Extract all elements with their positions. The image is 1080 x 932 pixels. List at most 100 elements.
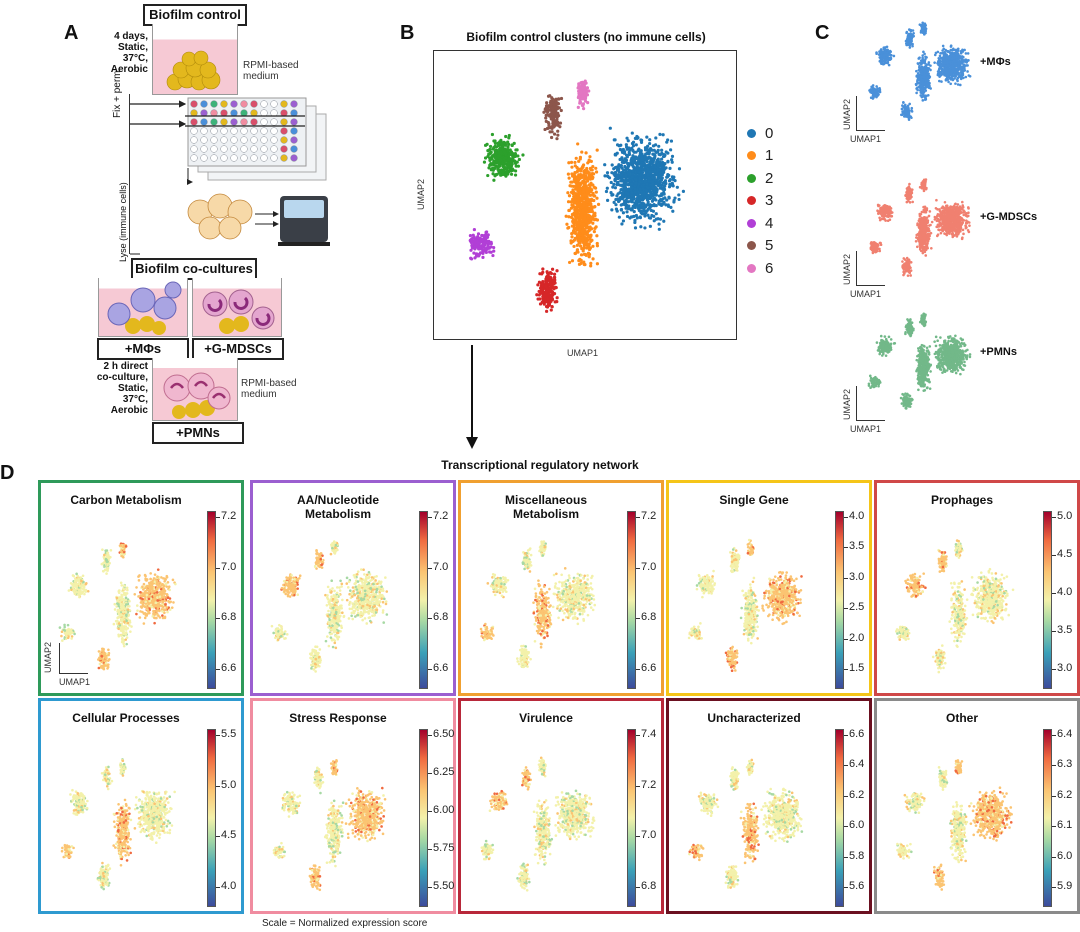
condition-point bbox=[921, 21, 924, 25]
cluster-point bbox=[571, 188, 575, 192]
cluster-point bbox=[595, 196, 599, 200]
medium-top: RPMI-based medium bbox=[243, 60, 299, 82]
condition-point bbox=[956, 67, 959, 71]
cluster-point bbox=[559, 108, 563, 113]
cluster-point bbox=[628, 162, 632, 166]
cluster-point bbox=[664, 203, 668, 207]
condition-point bbox=[956, 49, 960, 52]
condition-point bbox=[964, 212, 968, 216]
condition-point bbox=[878, 90, 882, 94]
cluster-point bbox=[596, 202, 601, 207]
condition-point bbox=[966, 206, 970, 209]
cluster-point bbox=[541, 267, 545, 271]
cluster-point bbox=[546, 126, 550, 130]
cluster-point bbox=[569, 200, 573, 204]
condition-point bbox=[922, 205, 925, 209]
condition-point bbox=[968, 224, 971, 227]
cluster-point bbox=[656, 165, 660, 169]
condition-point bbox=[958, 61, 962, 65]
cluster-point bbox=[639, 163, 644, 167]
cluster-point bbox=[642, 162, 646, 166]
cluster-point bbox=[618, 183, 623, 187]
cluster-point bbox=[483, 156, 488, 160]
cluster-point bbox=[624, 176, 628, 180]
cluster-point bbox=[567, 161, 571, 165]
condition-point bbox=[888, 57, 892, 61]
condition-point bbox=[927, 83, 931, 87]
condition-point bbox=[879, 206, 882, 210]
cluster-point bbox=[634, 143, 638, 147]
cluster-point bbox=[493, 141, 497, 145]
cluster-point bbox=[582, 244, 586, 249]
cluster-point bbox=[593, 226, 597, 230]
cluster-point bbox=[486, 148, 490, 153]
condition-point bbox=[928, 81, 931, 85]
cluster-point bbox=[492, 146, 496, 150]
condition-point bbox=[923, 96, 927, 99]
legend-item: 4 bbox=[747, 212, 773, 235]
condition-point bbox=[909, 260, 913, 264]
condition-point bbox=[954, 48, 957, 52]
cluster-point bbox=[587, 183, 591, 187]
cluster-point bbox=[487, 166, 491, 170]
cluster-point bbox=[513, 169, 518, 173]
cluster-point bbox=[554, 98, 558, 102]
cluster-point bbox=[590, 168, 594, 172]
cluster-point bbox=[499, 173, 503, 177]
cluster-point bbox=[648, 160, 652, 164]
cluster-point bbox=[570, 165, 574, 169]
cluster-point bbox=[508, 162, 513, 166]
cluster-point bbox=[603, 163, 607, 167]
condition-point bbox=[901, 110, 904, 113]
cluster-point bbox=[497, 161, 501, 165]
cluster-point bbox=[625, 136, 629, 140]
cluster-point bbox=[611, 185, 615, 189]
cluster-point bbox=[662, 200, 666, 204]
condition-point bbox=[955, 235, 959, 238]
cluster-point bbox=[492, 178, 496, 182]
cluster-point bbox=[633, 220, 637, 225]
condition-point bbox=[959, 56, 962, 59]
condition-point bbox=[879, 208, 882, 212]
legend-item: 3 bbox=[747, 190, 773, 213]
cluster-point bbox=[574, 218, 578, 222]
cluster-point bbox=[585, 189, 589, 193]
condition-point bbox=[938, 208, 941, 211]
cluster-point bbox=[574, 156, 578, 160]
condition-point bbox=[958, 83, 962, 87]
cluster-point bbox=[538, 272, 542, 276]
condition-point bbox=[900, 113, 903, 117]
cluster-point bbox=[583, 81, 587, 86]
condition-point bbox=[955, 56, 958, 59]
condition-point bbox=[924, 29, 928, 33]
condition-point bbox=[908, 182, 911, 186]
cluster-point bbox=[613, 166, 618, 170]
cluster-point bbox=[619, 188, 623, 192]
cluster-point bbox=[630, 146, 634, 150]
biofilm-control-well bbox=[152, 24, 238, 95]
cluster-point bbox=[544, 116, 548, 120]
cluster-point bbox=[624, 169, 628, 173]
cluster-point bbox=[660, 148, 664, 152]
cluster-point bbox=[559, 96, 564, 101]
cluster-point bbox=[639, 138, 643, 142]
cluster-point bbox=[633, 205, 637, 210]
cluster-point bbox=[630, 163, 635, 167]
cluster-point bbox=[594, 166, 598, 170]
cluster-point bbox=[581, 249, 585, 253]
condition-text: 4 days, bbox=[114, 31, 148, 42]
cluster-point bbox=[634, 173, 638, 177]
condition-ylabel: UMAP2 bbox=[842, 98, 852, 130]
cluster-point bbox=[504, 134, 508, 139]
cluster-point bbox=[582, 90, 586, 94]
cluster-point bbox=[471, 236, 475, 240]
condition-point bbox=[961, 73, 965, 77]
cluster-point bbox=[652, 204, 656, 208]
cluster-point bbox=[567, 260, 572, 265]
cluster-point bbox=[515, 160, 519, 164]
cluster-point bbox=[552, 292, 557, 296]
cluster-point bbox=[537, 293, 541, 297]
condition-point bbox=[883, 50, 887, 54]
condition-point bbox=[921, 99, 925, 102]
condition-point bbox=[935, 198, 938, 202]
